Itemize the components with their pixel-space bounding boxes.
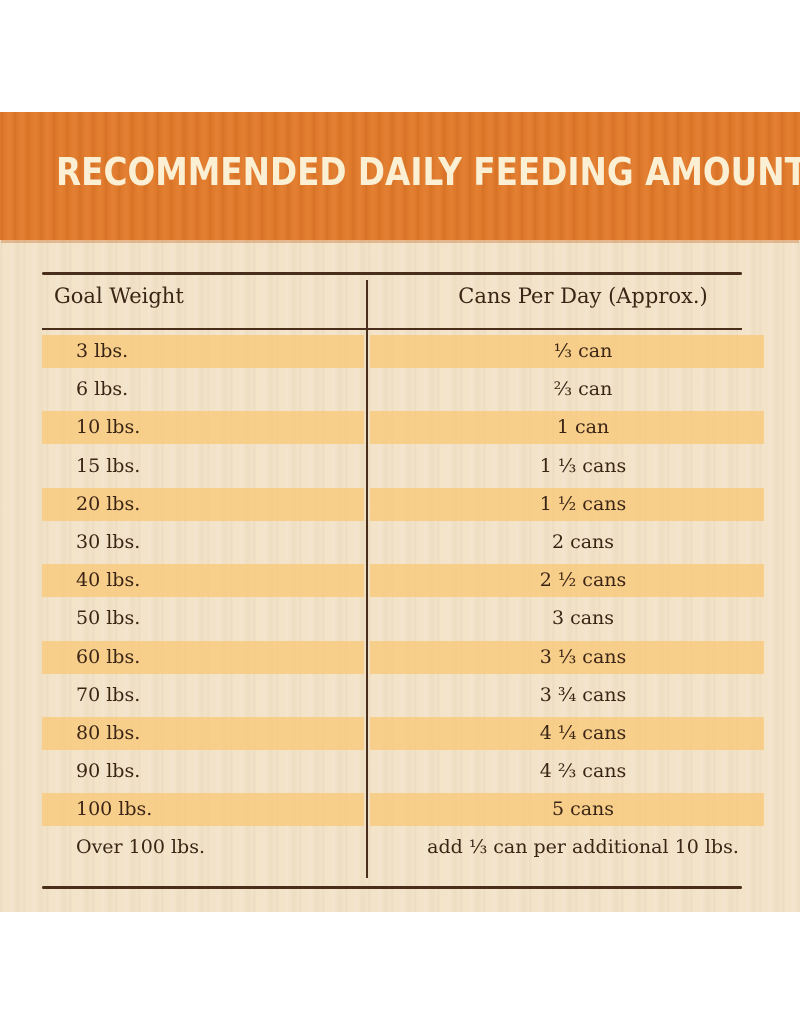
row-stripe-right [370, 487, 764, 521]
cans-per-day-cell: 4 ⅔ cans [539, 760, 627, 783]
goal-weight-cell: Over 100 lbs. [76, 836, 206, 859]
table-row: 20 lbs. 1 ½ cans [0, 485, 800, 523]
table-row: 10 lbs. 1 can [0, 408, 800, 446]
row-stripe-right [370, 716, 764, 750]
goal-weight-cell: 3 lbs. [76, 340, 129, 362]
feeding-chart-panel: RECOMMENDED DAILY FEEDING AMOUNTS: Goal … [0, 112, 800, 912]
goal-weight-cell: 6 lbs. [76, 378, 129, 401]
row-stripe-right [370, 793, 764, 827]
goal-weight-cell: 60 lbs. [76, 645, 141, 668]
row-stripe-left [42, 640, 364, 674]
goal-weight-cell: 90 lbs. [76, 760, 141, 783]
table-row: 100 lbs. 5 cans [0, 790, 800, 828]
row-stripe-left [42, 335, 364, 368]
header-rule [42, 328, 742, 330]
column-header-cans-per-day: Cans Per Day (Approx.) [458, 284, 708, 308]
row-stripe-left [42, 487, 364, 521]
row-stripe-right [370, 411, 764, 445]
column-header-goal-weight: Goal Weight [54, 284, 184, 308]
cans-per-day-cell: 1 ⅓ cans [539, 454, 627, 477]
table-row: 60 lbs. 3 ⅓ cans [0, 638, 800, 676]
goal-weight-cell: 70 lbs. [76, 683, 141, 706]
goal-weight-cell: 40 lbs. [76, 569, 141, 592]
goal-weight-cell: 30 lbs. [76, 530, 141, 553]
goal-weight-cell: 15 lbs. [76, 454, 141, 477]
row-stripe-right [370, 335, 764, 368]
table-row: 3 lbs. ⅓ can [0, 332, 800, 370]
table-row: 15 lbs. 1 ⅓ cans [0, 447, 800, 485]
table-row: Over 100 lbs. add ⅓ can per additional 1… [0, 828, 800, 866]
cans-per-day-cell: 5 cans [551, 798, 615, 821]
cans-per-day-cell: ⅓ can [553, 340, 613, 362]
table-row: 30 lbs. 2 cans [0, 523, 800, 561]
row-stripe-right [370, 564, 764, 598]
row-stripe-left [42, 411, 364, 445]
table-top-rule [42, 272, 742, 275]
row-stripe-left [42, 716, 364, 750]
row-stripe-left [42, 564, 364, 598]
goal-weight-cell: 20 lbs. [76, 492, 141, 515]
row-stripe-right [370, 640, 764, 674]
table-row: 80 lbs. 4 ¼ cans [0, 714, 800, 752]
goal-weight-cell: 50 lbs. [76, 607, 141, 630]
column-divider [366, 280, 368, 878]
cans-per-day-cell: 1 ½ cans [539, 492, 627, 515]
table-row: 40 lbs. 2 ½ cans [0, 561, 800, 599]
cans-per-day-cell: add ⅓ can per additional 10 lbs. [427, 836, 739, 859]
cans-per-day-cell: 3 ⅓ cans [539, 645, 627, 668]
table-bottom-rule [42, 886, 742, 889]
cans-per-day-cell: 3 cans [551, 607, 615, 630]
cans-per-day-cell: 2 ½ cans [539, 569, 627, 592]
table-row: 6 lbs. ⅔ can [0, 370, 800, 408]
table-row: 50 lbs. 3 cans [0, 599, 800, 637]
table-row: 90 lbs. 4 ⅔ cans [0, 752, 800, 790]
cans-per-day-cell: ⅔ can [553, 378, 613, 401]
goal-weight-cell: 80 lbs. [76, 721, 141, 744]
header-banner: RECOMMENDED DAILY FEEDING AMOUNTS: [0, 112, 800, 240]
cans-per-day-cell: 1 can [556, 416, 610, 439]
table-row: 70 lbs. 3 ¾ cans [0, 676, 800, 714]
cans-per-day-cell: 2 cans [551, 530, 615, 553]
goal-weight-cell: 10 lbs. [76, 416, 141, 439]
row-stripe-left [42, 793, 364, 827]
page-title: RECOMMENDED DAILY FEEDING AMOUNTS: [56, 150, 800, 194]
goal-weight-cell: 100 lbs. [76, 798, 153, 821]
cans-per-day-cell: 3 ¾ cans [539, 683, 627, 706]
cans-per-day-cell: 4 ¼ cans [539, 721, 627, 744]
feeding-table-body: 3 lbs. ⅓ can 6 lbs. ⅔ can 10 lbs. 1 can … [0, 332, 800, 867]
